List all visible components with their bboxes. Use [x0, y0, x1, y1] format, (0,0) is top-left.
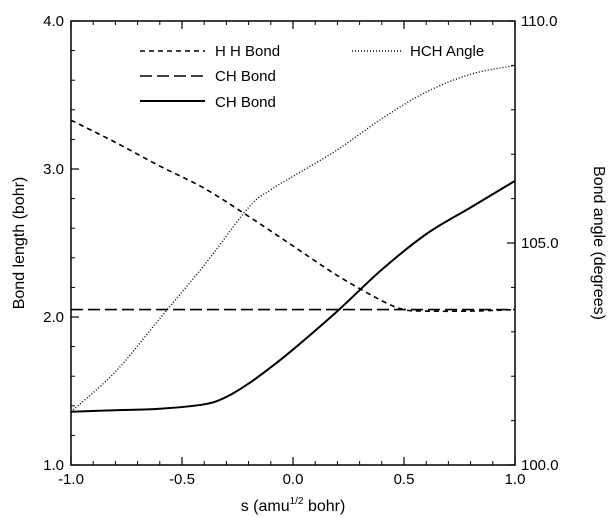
- y-right-tick-label: 100.0: [521, 457, 559, 474]
- y-left-tick-label: 4.0: [43, 13, 64, 30]
- y-left-tick-label: 2.0: [43, 309, 64, 326]
- y-right-tick-label: 105.0: [521, 235, 559, 252]
- series-group: [70, 64, 516, 413]
- x-tick-label: 1.0: [505, 471, 526, 488]
- tick-group: -1.0 -0.5 0.0 0.5 1.0 1.0 2.0 3.0 4.0 100.0 105.0 1…: [43, 13, 558, 488]
- x-axis-title-superscript: 1/2: [290, 496, 304, 507]
- series-hh-bond: [70, 119, 516, 313]
- y-left-tick-label: 1.0: [43, 457, 64, 474]
- x-tick-label: 0.0: [283, 471, 304, 488]
- x-axis-title-main: s (amu: [241, 498, 290, 515]
- legend-label-hch-angle: HCH Angle: [410, 43, 484, 60]
- series-hch-angle: [70, 64, 516, 413]
- x-tick-label: -1.0: [58, 471, 84, 488]
- y-right-tick-label: 110.0: [521, 13, 557, 30]
- series-ch-bond-solid: [70, 179, 516, 413]
- y-left-tick-label: 3.0: [43, 161, 64, 178]
- legend-label-ch-bond-solid: CH Bond: [215, 94, 276, 111]
- x-tick-label: -0.5: [169, 471, 195, 488]
- legend-label-hh-bond: H H Bond: [215, 43, 280, 60]
- legend-label-ch-bond-dashed: CH Bond: [215, 68, 276, 85]
- x-axis-title: s (amu1/2 bohr): [241, 496, 346, 515]
- plot-frame: [70, 20, 516, 466]
- y-axis-left-title: Bond length (bohr): [11, 177, 28, 310]
- x-axis-title-tail: bohr): [304, 498, 346, 515]
- x-tick-label: 0.5: [394, 471, 415, 488]
- y-axis-right-title: Bond angle (degrees): [590, 166, 607, 320]
- legend: H H Bond CH Bond CH Bond HCH Angle: [140, 43, 484, 111]
